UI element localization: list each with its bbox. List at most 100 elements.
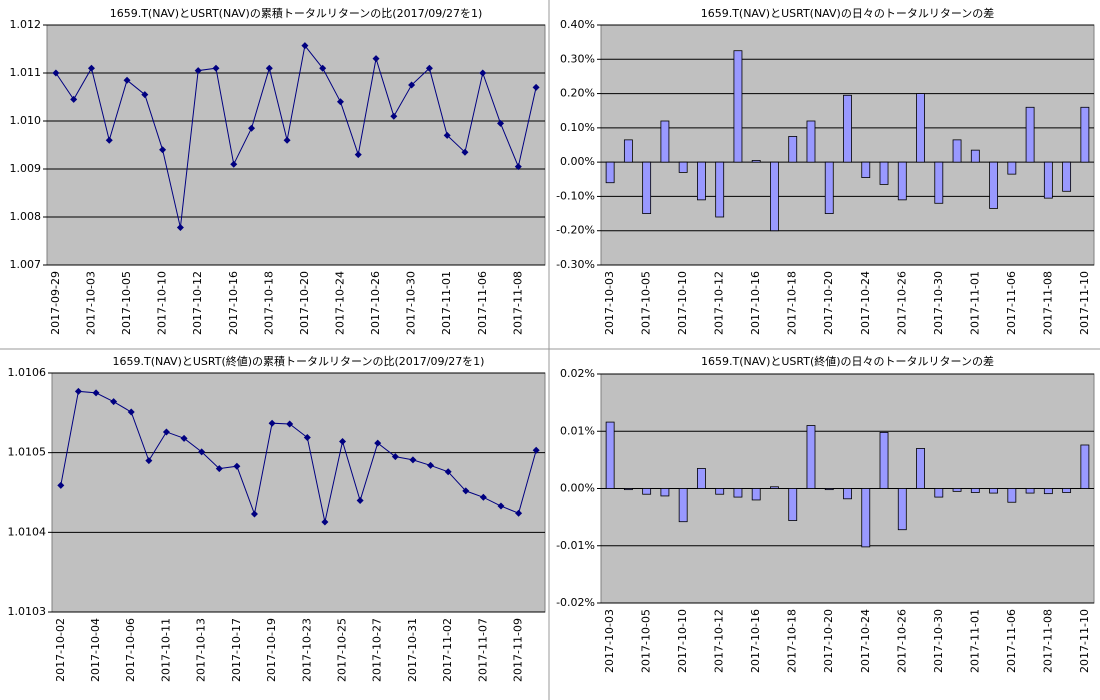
x-tick-label: 2017-10-03 [84, 271, 97, 335]
x-tick-label: 2017-11-01 [968, 609, 981, 673]
y-tick-label: -0.10% [556, 189, 595, 202]
bar [642, 161, 652, 214]
line [60, 390, 537, 523]
x-tick-label: 2017-11-01 [440, 271, 453, 335]
bar [843, 94, 852, 163]
marker [286, 420, 294, 428]
marker [515, 509, 523, 517]
marker [497, 502, 505, 510]
marker [356, 496, 364, 504]
bar [824, 488, 834, 491]
bar [1080, 444, 1090, 489]
x-tick-label: 2017-10-06 [124, 618, 137, 682]
x-tick-label: 2017-10-30 [932, 609, 945, 673]
marker [532, 446, 540, 454]
y-tick-label: -0.30% [556, 258, 595, 271]
x-tick-label: 2017-10-16 [749, 271, 762, 335]
x-tick-label: 2017-10-04 [89, 618, 102, 682]
y-tick-label: 0.10% [560, 121, 595, 134]
bar [678, 161, 688, 173]
bar [806, 120, 816, 163]
chart-title: 1659.T(NAV)とUSRT(終値)の日々のトータルリターンの差 [701, 354, 994, 368]
marker [409, 456, 417, 464]
marker [212, 64, 220, 72]
bar [916, 93, 925, 163]
y-tick-label: 1.0106 [8, 366, 47, 379]
chart-title: 1659.T(NAV)とUSRT(終値)の累積トータルリターンの比(2017/0… [113, 354, 485, 368]
bar [733, 488, 743, 498]
marker [268, 419, 276, 427]
marker [176, 224, 184, 232]
bar [989, 488, 998, 494]
bar [916, 448, 925, 489]
x-tick-label: 2017-10-24 [333, 271, 346, 335]
x-tick-label: 2017-10-02 [54, 618, 67, 682]
marker [479, 69, 487, 77]
y-tick-label: 1.008 [10, 210, 42, 223]
bar [952, 139, 962, 163]
chart-title: 1659.T(NAV)とUSRT(NAV)の累積トータルリターンの比(2017/… [110, 6, 483, 20]
marker [230, 160, 238, 168]
y-tick-label: -0.01% [556, 539, 595, 552]
bar [1043, 488, 1053, 495]
marker [497, 119, 505, 127]
x-tick-label: 2017-11-09 [512, 618, 525, 682]
bar [751, 160, 761, 163]
bar [623, 488, 633, 491]
marker [319, 64, 327, 72]
chart: 1659.T(NAV)とUSRT(終値)の累積トータルリターンの比(2017/0… [8, 354, 546, 682]
x-tick-label: 2017-10-03 [603, 609, 616, 673]
marker [110, 398, 118, 406]
marker [354, 151, 362, 159]
bar [1080, 106, 1090, 163]
x-tick-label: 2017-10-05 [640, 271, 653, 335]
bar [879, 431, 889, 489]
bar [623, 139, 633, 163]
marker [105, 136, 113, 144]
bar [660, 120, 670, 163]
marker [339, 438, 347, 446]
y-tick-label: 0.30% [560, 52, 595, 65]
bar [660, 488, 670, 497]
x-tick-label: 2017-10-10 [156, 271, 169, 335]
x-tick-label: 2017-10-20 [822, 271, 835, 335]
x-tick-label: 2017-10-18 [786, 609, 799, 673]
x-tick-label: 2017-11-10 [1078, 609, 1091, 673]
bar [770, 161, 779, 232]
x-tick-label: 2017-10-05 [640, 609, 653, 673]
bar [934, 161, 944, 204]
y-tick-label: 1.012 [10, 18, 42, 31]
y-tick-label: -0.02% [556, 596, 595, 609]
marker [141, 91, 149, 99]
bar [788, 488, 798, 521]
x-tick-label: 2017-11-06 [476, 271, 489, 335]
marker [372, 55, 380, 63]
x-tick-label: 2017-10-24 [859, 609, 872, 673]
y-tick-label: 0.00% [560, 482, 595, 495]
y-tick-label: 1.0105 [8, 446, 47, 459]
marker [532, 83, 540, 91]
marker [74, 387, 82, 395]
x-tick-label: 2017-11-06 [1005, 271, 1018, 335]
x-tick-label: 2017-11-01 [968, 271, 981, 335]
bar [861, 488, 871, 548]
bar [843, 488, 852, 500]
x-tick-label: 2017-10-20 [298, 271, 311, 335]
x-tick-label: 2017-10-25 [336, 618, 349, 682]
y-tick-label: -0.20% [556, 224, 595, 237]
marker [390, 112, 398, 120]
bar [1025, 106, 1035, 163]
bar [770, 486, 779, 489]
y-tick-label: 0.01% [560, 424, 595, 437]
marker [479, 493, 487, 501]
bar [788, 136, 798, 163]
bar [605, 421, 615, 489]
y-tick-label: 0.40% [560, 18, 595, 31]
chart: 1659.T(NAV)とUSRT(NAV)の累積トータルリターンの比(2017/… [10, 6, 546, 335]
marker [301, 42, 309, 50]
marker [462, 487, 470, 495]
x-tick-label: 2017-10-19 [265, 618, 278, 682]
marker [123, 76, 131, 84]
